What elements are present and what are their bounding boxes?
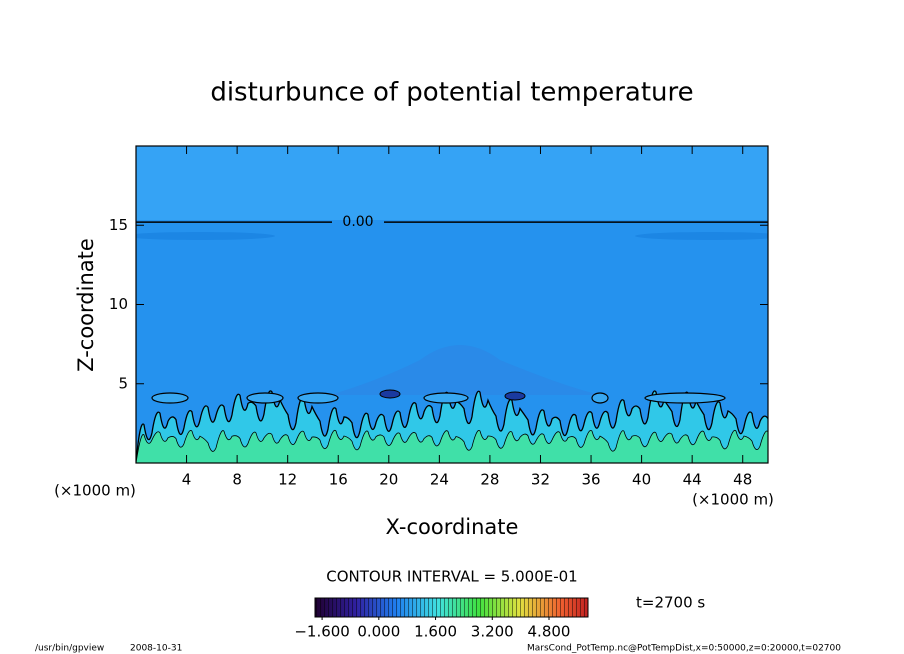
colorbar-tick-label: 0.000	[357, 623, 400, 641]
x-tick-label: 28	[480, 471, 499, 489]
x-tick-label: 24	[430, 471, 449, 489]
contour-loop	[246, 392, 284, 404]
y-tick-label: 5	[118, 374, 128, 392]
time-label: t=2700 s	[636, 594, 705, 612]
x-unit: (×1000 m)	[692, 491, 774, 509]
y-axis-label: Z-coordinate	[74, 238, 98, 372]
colorbar-tick-label: 4.800	[528, 623, 571, 641]
footer-date: 2008-10-31	[130, 644, 182, 654]
colorbar-tick-label: 1.600	[414, 623, 457, 641]
x-tick-label: 20	[379, 471, 398, 489]
x-tick-label: 48	[733, 471, 752, 489]
turbulent-core	[136, 429, 768, 463]
negative-loop	[504, 391, 526, 401]
contour-loop	[591, 392, 609, 404]
field-patch	[330, 345, 600, 395]
footer-right: MarsCond_PotTemp.nc@PotTempDist,x=0:5000…	[527, 644, 841, 654]
footer-left: /usr/bin/gpview	[35, 644, 104, 654]
contour-loop	[644, 392, 726, 404]
x-tick-label: 36	[581, 471, 600, 489]
x-tick-label: 4	[182, 471, 192, 489]
contour-loop	[297, 392, 339, 404]
contour-interval: CONTOUR INTERVAL = 5.000E-01	[326, 568, 577, 586]
x-tick-label: 8	[232, 471, 242, 489]
y-tick-label: 10	[109, 295, 128, 313]
field-patch	[635, 232, 768, 240]
contour-loop	[151, 392, 189, 404]
plot-area	[136, 146, 768, 463]
chart-title: disturbunce of potential temperature	[210, 78, 693, 108]
x-tick-label: 12	[278, 471, 297, 489]
field-patch	[136, 232, 275, 240]
upper-layer	[136, 146, 768, 220]
x-tick-label: 16	[329, 471, 348, 489]
colorbar-tick-label: 3.200	[471, 623, 514, 641]
colorbar-stripes	[314, 597, 589, 618]
negative-loop	[379, 389, 401, 399]
contour-loop	[423, 392, 469, 404]
contour-label: 0.00	[342, 214, 373, 230]
y-tick-label: 15	[109, 216, 128, 234]
x-axis-label: X-coordinate	[386, 515, 519, 539]
colorbar-tick-label: −1.600	[294, 623, 350, 641]
x-tick-label: 32	[531, 471, 550, 489]
y-unit: (×1000 m)	[54, 482, 136, 500]
x-tick-label: 44	[683, 471, 702, 489]
x-tick-label: 40	[632, 471, 651, 489]
